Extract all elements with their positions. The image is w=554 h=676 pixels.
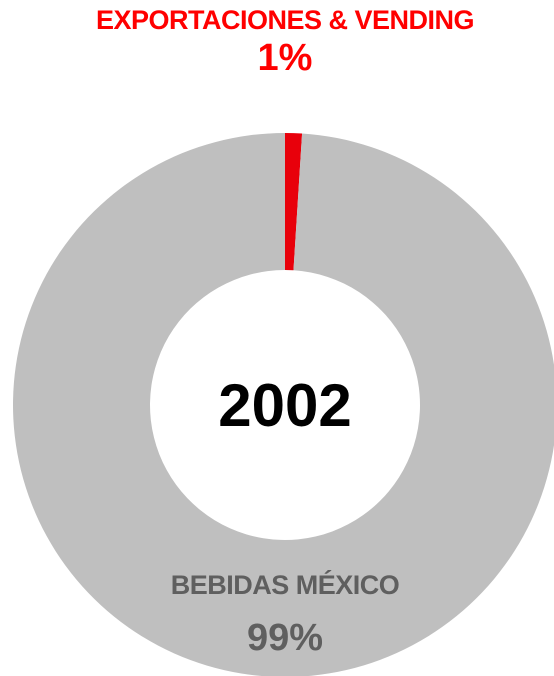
slice: [285, 133, 303, 271]
category-label: EXPORTACIONES & VENDING: [96, 5, 474, 35]
slice: [13, 133, 554, 676]
value-label: 1%: [258, 37, 313, 79]
center-label: 2002: [218, 372, 351, 439]
value-label: 99%: [247, 617, 323, 659]
category-label: BEBIDAS MÉXICO: [171, 569, 400, 600]
slices: [13, 133, 554, 676]
